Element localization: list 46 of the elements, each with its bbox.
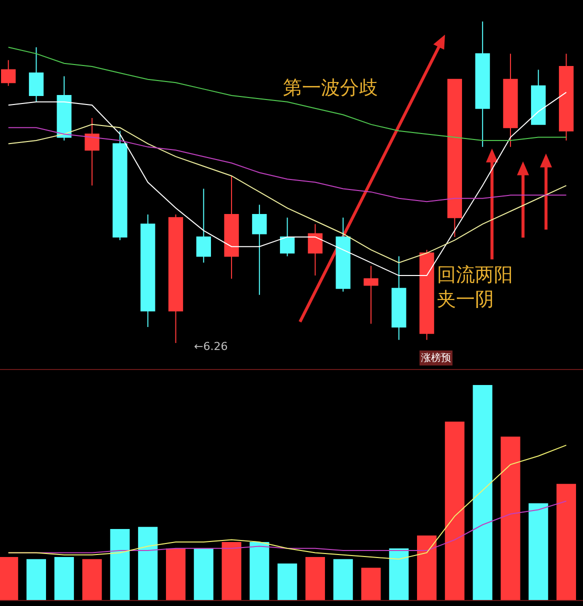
candlestick <box>280 217 295 257</box>
candlestick <box>364 265 378 324</box>
bar <box>26 559 46 600</box>
candlestick <box>392 256 406 340</box>
candlestick <box>168 214 184 344</box>
candlestick <box>56 76 72 141</box>
text: 涨榜预 <box>421 352 451 364</box>
candlestick <box>140 214 156 328</box>
annotation: 回流两阳夹一阴 <box>437 264 513 311</box>
candlestick <box>224 175 239 280</box>
bar <box>138 526 158 600</box>
bar <box>278 563 298 600</box>
annotation: ←6.26 <box>194 340 228 353</box>
candlestick <box>84 118 100 186</box>
candlestick <box>1 60 16 86</box>
bar <box>333 559 353 600</box>
candlestick <box>112 130 128 241</box>
bar <box>444 422 464 600</box>
bar <box>528 503 548 600</box>
bar <box>110 529 130 600</box>
candlestick <box>336 217 350 292</box>
bar <box>82 559 102 600</box>
candlestick <box>252 204 267 296</box>
bar <box>222 542 242 600</box>
annotation: 第一波分歧 <box>283 77 378 99</box>
bar <box>361 568 381 600</box>
bar <box>194 548 214 600</box>
candlestick <box>558 53 574 141</box>
candlestick <box>447 78 462 238</box>
candlestick <box>419 249 434 340</box>
bar <box>305 557 325 600</box>
candlestick <box>196 188 211 264</box>
bar <box>0 557 18 600</box>
bar <box>250 542 270 600</box>
bar <box>54 557 74 600</box>
bar <box>389 548 409 600</box>
candlestick <box>28 46 44 102</box>
candlestick <box>531 69 546 125</box>
candlestick <box>503 53 518 148</box>
bar <box>556 484 576 600</box>
bar <box>500 436 520 600</box>
bar <box>472 385 492 600</box>
bar <box>417 536 437 600</box>
bar <box>166 548 186 600</box>
candlestick <box>475 21 490 148</box>
candlestick <box>308 224 323 276</box>
